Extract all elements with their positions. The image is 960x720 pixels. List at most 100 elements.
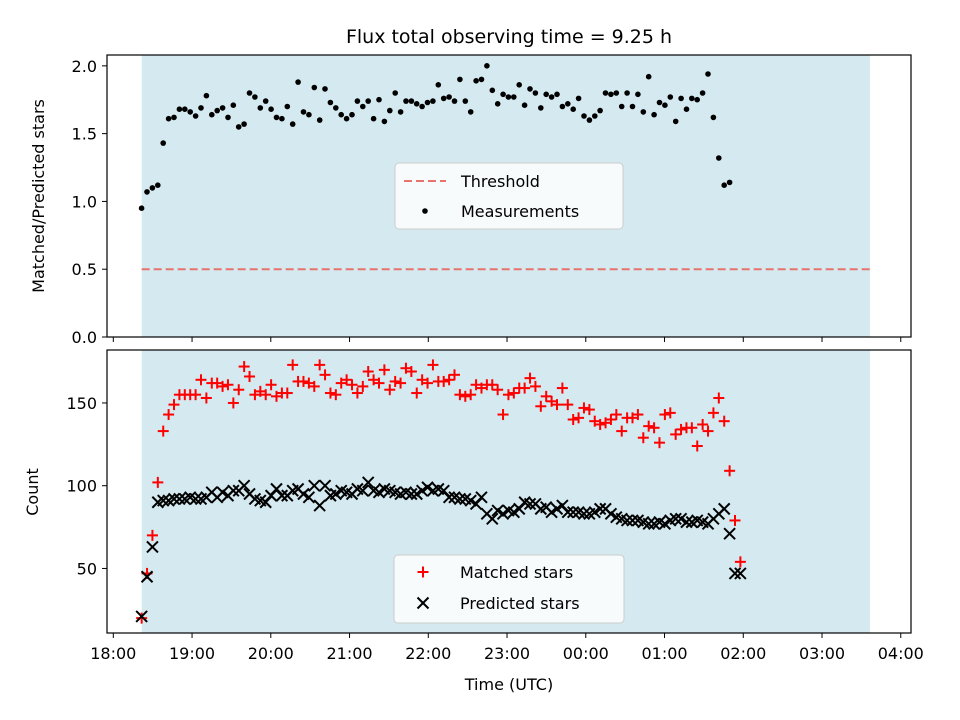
measurement-point (349, 111, 355, 118)
matched-star-point (567, 414, 579, 426)
measurement-point (241, 121, 247, 127)
predicted-star-point (561, 505, 574, 519)
matched-star-point (702, 425, 714, 437)
top-y-tick-label: 1.0 (72, 192, 97, 211)
bottom-legend: Matched stars Predicted stars (393, 554, 625, 624)
matched-star-point (163, 409, 175, 421)
matched-star-point (190, 389, 202, 401)
predicted-star-point (523, 497, 537, 511)
measurement-point (446, 94, 452, 100)
measurement-point (365, 98, 372, 104)
measurement-point (689, 95, 695, 102)
predicted-star-point (620, 514, 634, 527)
top-y-tick-label: 1.5 (72, 125, 97, 144)
legend-threshold-label: Threshold (460, 172, 540, 191)
matched-star-point (556, 382, 568, 394)
bottom-x-tick-label: 18:00 (90, 644, 136, 663)
matched-star-point (562, 399, 574, 411)
matched-star-point (632, 409, 644, 421)
matched-star-point (341, 374, 353, 386)
matched-star-point (529, 380, 541, 392)
measurement-point (440, 95, 447, 102)
matched-star-point (314, 359, 326, 371)
matched-star-point (324, 387, 336, 399)
matched-star-point (405, 366, 417, 378)
legend-measurements-label: Measurements (461, 202, 579, 221)
matched-star-point (330, 389, 342, 401)
matched-star-point (449, 369, 461, 381)
measurement-point (624, 90, 630, 96)
measurement-point (360, 103, 366, 110)
measurement-point (182, 106, 188, 112)
matched-star-point (659, 409, 671, 421)
matched-star-point (573, 412, 585, 424)
measurement-point (726, 179, 733, 186)
measurement-point (462, 98, 469, 104)
predicted-star-point (566, 505, 580, 519)
matched-star-point (265, 379, 277, 391)
measurement-point (430, 98, 436, 104)
matched-star-point (373, 377, 385, 389)
matched-star-point (281, 387, 293, 399)
matched-star-point (551, 399, 563, 411)
predicted-star-point (642, 517, 655, 530)
matched-star-point (724, 465, 736, 477)
bottom-legend-box (393, 554, 625, 624)
top-y-tick-label: 0.0 (72, 328, 97, 347)
predicted-star-point (475, 491, 488, 504)
legend-predicted-label: Predicted stars (460, 594, 580, 613)
matched-star-point (233, 384, 245, 396)
matched-star-point (686, 422, 698, 434)
top-x-axis (112, 337, 902, 342)
measurement-point (138, 205, 145, 211)
measurement-point (381, 118, 388, 125)
measurement-point (387, 107, 393, 114)
matched-star-point (227, 397, 239, 409)
predicted-star-point (734, 567, 747, 580)
bottom-y-tick-label: 150 (66, 394, 97, 413)
predicted-star-point (626, 514, 639, 527)
matched-star-point (357, 380, 369, 392)
measurement-point (629, 103, 636, 110)
measurement-point (338, 111, 345, 118)
matched-star-point (670, 428, 682, 440)
matched-star-point (297, 375, 309, 387)
bottom-x-tick-label: 22:00 (405, 644, 451, 663)
measurement-point (694, 96, 700, 103)
legend-matched-marker (417, 566, 429, 578)
measurement-point (219, 105, 226, 111)
measurement-point (532, 90, 539, 96)
measurement-point (403, 98, 409, 104)
measurement-point (516, 82, 522, 88)
measurement-point (214, 107, 220, 114)
measurement-point (155, 182, 161, 188)
measurement-point (543, 91, 549, 98)
matched-star-point (519, 382, 531, 394)
measurement-point (160, 140, 166, 146)
predicted-star-point (275, 489, 289, 502)
top-y-tick-label: 0.5 (72, 260, 97, 279)
measurement-point (198, 105, 204, 111)
predicted-star-point (593, 502, 607, 516)
bottom-x-tick-label: 23:00 (484, 644, 530, 663)
measurement-point (327, 99, 334, 106)
measurement-point (284, 103, 291, 110)
measurement-point (333, 105, 339, 111)
matched-star-point (713, 392, 725, 404)
measurement-point (505, 94, 512, 100)
matched-star-point (438, 375, 450, 387)
matched-star-point (610, 409, 622, 421)
bottom-y-tick-label: 100 (66, 477, 97, 496)
matched-star-point (535, 400, 547, 412)
measurement-point (295, 79, 301, 85)
measurement-point (397, 109, 404, 115)
matched-star-point (594, 418, 606, 430)
measurement-point (203, 92, 210, 99)
measurement-point (678, 95, 684, 102)
measurement-point (667, 94, 674, 100)
matched-star-point (707, 407, 719, 419)
measurement-point (618, 103, 625, 110)
predicted-star-point (405, 487, 418, 501)
measurement-point (581, 113, 587, 119)
